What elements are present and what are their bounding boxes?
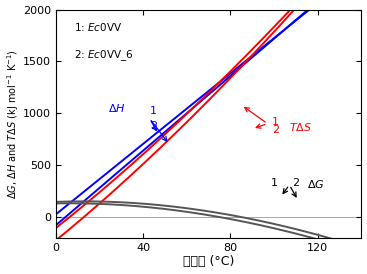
- Y-axis label: $\Delta G$, $\Delta H$ and $T\Delta S$ (kJ mol$^{-1}$ K$^{-1}$): $\Delta G$, $\Delta H$ and $T\Delta S$ (…: [6, 49, 21, 199]
- Text: 2: 2: [150, 121, 157, 131]
- Text: $\Delta G$: $\Delta G$: [307, 178, 324, 190]
- Text: 1: 1: [270, 178, 277, 188]
- Text: 1: $\it{Ec}$0VV: 1: $\it{Ec}$0VV: [74, 21, 123, 33]
- Text: 1: 1: [272, 117, 279, 127]
- X-axis label: 温　度 (°C): 温 度 (°C): [183, 255, 234, 269]
- Text: $\Delta H$: $\Delta H$: [108, 102, 126, 114]
- Text: 2: 2: [272, 125, 279, 135]
- Text: $T\Delta S$: $T\Delta S$: [290, 121, 312, 133]
- Text: 2: $\it{Ec}$0VV_6: 2: $\it{Ec}$0VV_6: [74, 48, 134, 63]
- Text: 2: 2: [292, 178, 299, 188]
- Text: 1: 1: [150, 106, 157, 116]
